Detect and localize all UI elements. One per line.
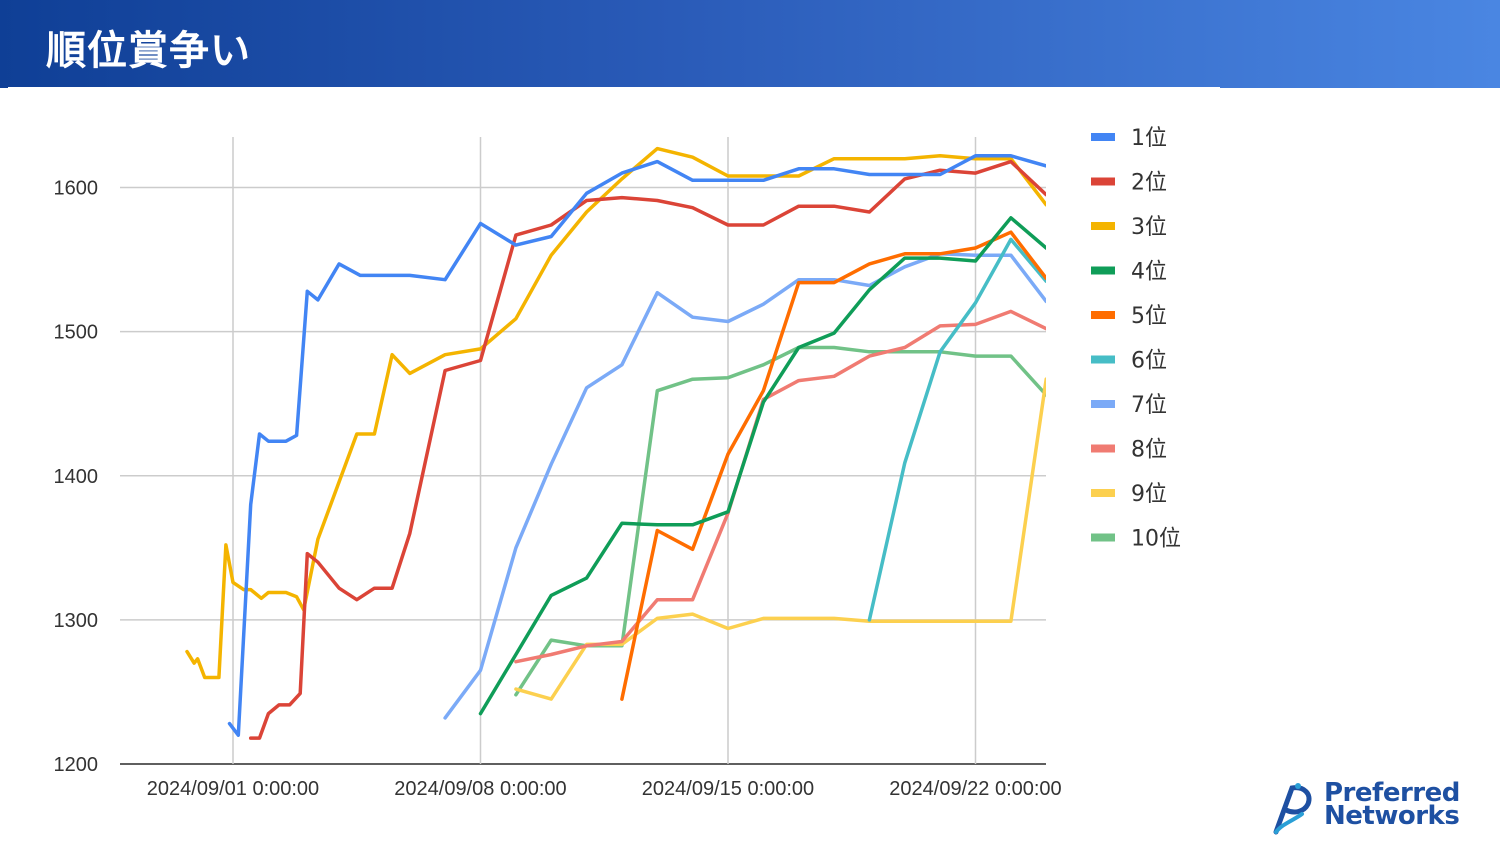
series-line (514, 309, 1046, 664)
legend-label: 3位 (1131, 215, 1167, 240)
legend-label: 6位 (1131, 349, 1167, 374)
legend-label: 1位 (1131, 126, 1167, 151)
series-line (248, 159, 1046, 740)
series-line (867, 237, 1046, 622)
series-line (478, 216, 1046, 716)
logo-line-2: Networks (1324, 801, 1460, 831)
legend-label: 4位 (1131, 260, 1167, 285)
y-axis-ticks: 1200 1300 1400 1500 1600 (54, 178, 99, 777)
y-tick-label: 1600 (54, 178, 99, 200)
legend-swatch (1091, 533, 1115, 542)
legend-swatch (1091, 177, 1115, 186)
series-line (227, 154, 1046, 737)
x-tick-label: 2024/09/01 0:00:00 (147, 778, 319, 800)
company-logo: Preferred Networks (1268, 780, 1483, 836)
series-line (185, 146, 1046, 680)
legend-label: 5位 (1131, 304, 1167, 329)
legend-swatch (1091, 311, 1115, 319)
legend-swatch (1091, 355, 1115, 364)
y-tick-label: 1200 (54, 754, 99, 776)
title-banner (0, 0, 1500, 88)
x-tick-label: 2024/09/15 0:00:00 (642, 778, 814, 800)
y-tick-label: 1300 (54, 610, 99, 632)
legend-swatch (1091, 489, 1115, 497)
gridlines (120, 137, 1046, 765)
legend-label: 10位 (1131, 527, 1181, 552)
series-line (620, 230, 1046, 701)
y-tick-label: 1500 (54, 322, 99, 344)
logo-mark-icon (1273, 783, 1312, 835)
x-tick-label: 2024/09/08 0:00:00 (394, 778, 566, 800)
y-tick-label: 1400 (54, 466, 99, 488)
legend-swatch (1091, 222, 1115, 230)
legend: 1位 2位 3位 4位 5位 6位 7位 8位 9位 10位 (1091, 126, 1181, 552)
legend-swatch (1091, 400, 1115, 408)
legend-swatch (1091, 444, 1115, 453)
logo-line-1: Preferred (1324, 778, 1460, 808)
x-tick-label: 2024/09/22 0:00:00 (889, 778, 1061, 800)
series-line (514, 377, 1046, 701)
legend-swatch (1091, 266, 1115, 275)
series-line (443, 252, 1046, 720)
legend-label: 2位 (1131, 171, 1167, 196)
legend-label: 7位 (1131, 393, 1167, 418)
series-lines (185, 146, 1046, 740)
legend-label: 8位 (1131, 438, 1167, 463)
x-axis-ticks: 2024/09/01 0:00:00 2024/09/08 0:00:00 2024… (147, 778, 1062, 800)
legend-swatch (1091, 133, 1115, 141)
banner-divider (8, 87, 1220, 89)
page-title: 順位賞争い (46, 28, 251, 74)
legend-label: 9位 (1131, 482, 1167, 507)
